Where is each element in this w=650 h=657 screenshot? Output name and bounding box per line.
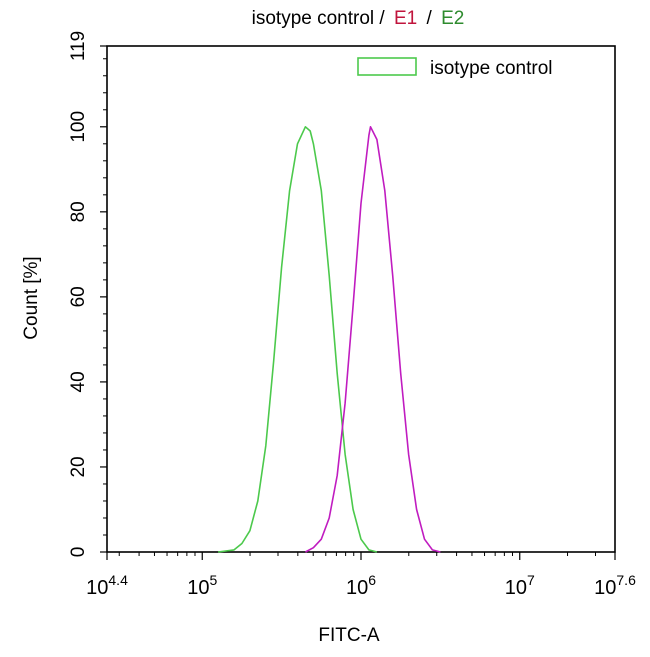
series-line-0 <box>217 126 378 553</box>
y-tick-label: 60 <box>68 286 89 307</box>
x-tick-label: 106 <box>346 572 376 599</box>
y-tick-label: 119 <box>68 31 89 61</box>
legend: isotype control <box>357 57 553 79</box>
x-tick-label: 104.4 <box>86 572 128 599</box>
y-tick-label: 0 <box>68 547 89 558</box>
legend-swatch <box>357 57 417 76</box>
plot-frame <box>106 45 616 553</box>
series-layer <box>217 126 441 553</box>
title-part-isotype: isotype control / <box>252 8 386 29</box>
x-tick-label: 107.6 <box>594 572 636 599</box>
x-tick-label: 107 <box>505 572 535 599</box>
y-axis: 0 20 40 60 80 100 119 <box>68 31 107 557</box>
y-tick-label: 20 <box>68 456 89 477</box>
title-part-e2: E2 <box>441 8 464 29</box>
y-axis-label: Count [%] <box>21 256 42 339</box>
y-tick-label: 80 <box>68 201 89 222</box>
title-part-slash: / <box>427 8 433 29</box>
y-tick-label: 40 <box>68 371 89 392</box>
series-line-1 <box>305 126 441 553</box>
chart-title: isotype control / E1 / E2 <box>252 8 465 29</box>
x-axis: 104.4 105 106 107 107.6 <box>86 552 636 599</box>
x-axis-label: FITC-A <box>318 625 380 646</box>
title-part-e1: E1 <box>394 8 417 29</box>
legend-label: isotype control <box>430 58 553 79</box>
x-tick-label: 105 <box>187 572 217 599</box>
y-tick-label: 100 <box>68 111 89 143</box>
